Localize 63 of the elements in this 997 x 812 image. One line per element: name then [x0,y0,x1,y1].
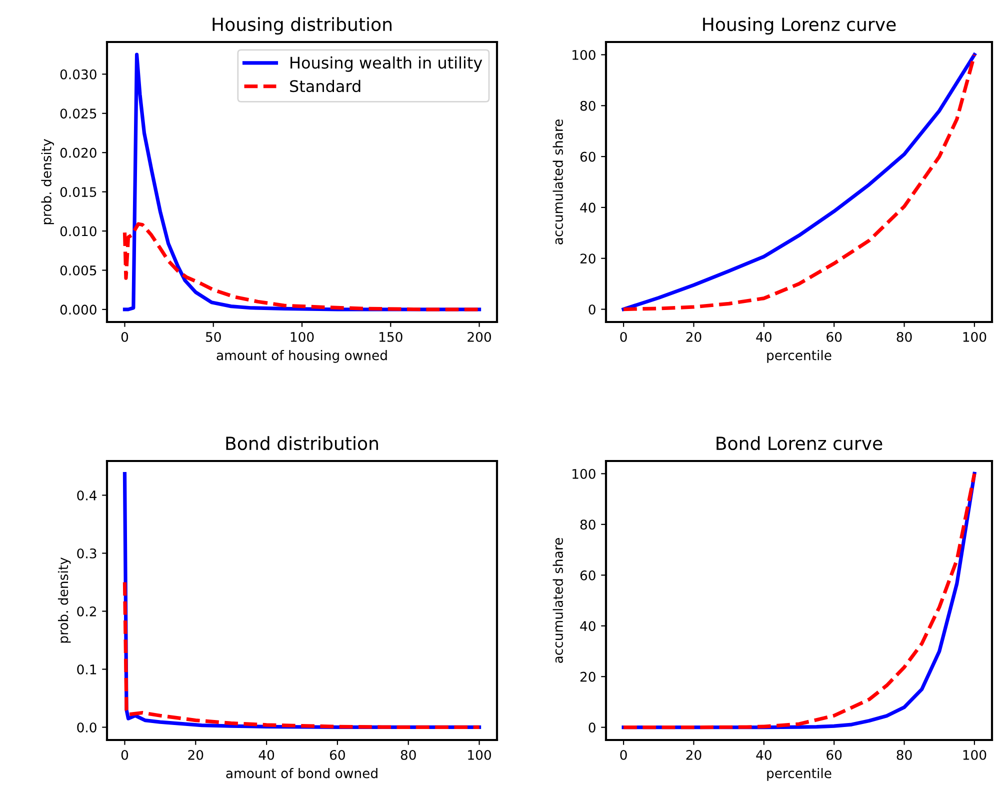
x-tick-label: 0 [121,332,128,342]
x-tick-label: 150 [379,332,402,342]
y-tick-label: 0 [588,722,596,733]
y-tick-label: 20 [580,254,596,264]
x-axis-title: percentile [767,768,832,781]
x-tick-label: 20 [686,750,702,760]
y-tick-label: 0.025 [60,108,96,119]
y-tick-label: 40 [580,202,596,213]
x-tick-label: 50 [206,332,221,342]
legend-label: Housing wealth in utility [290,56,482,72]
y-tick-label: 60 [580,152,596,162]
y-tick-label: 0.030 [60,69,96,80]
y-tick-label: 0.010 [60,226,96,236]
legend-label: Standard [290,80,360,92]
y-tick-label: 0.000 [60,304,96,315]
x-tick-label: 100 [468,750,491,760]
chart-title: Bond distribution [226,436,378,450]
y-tick-label: 60 [580,570,596,580]
x-tick-label: 100 [290,332,314,342]
x-tick-label: 100 [963,332,986,342]
y-tick-label: 80 [580,520,596,530]
y-tick-label: 100 [572,50,596,60]
y-tick-label: 80 [580,100,596,111]
y-axis-title: accumulated share [552,120,563,244]
x-tick-label: 80 [400,750,416,760]
x-tick-label: 0 [620,332,627,342]
y-tick-label: 0.3 [77,548,96,558]
y-axis-title: prob. density [58,558,71,643]
y-tick-label: 100 [572,468,596,479]
y-tick-label: 0.0 [77,722,96,732]
y-axis-title: accumulated share [552,538,563,663]
x-tick-label: 40 [258,750,274,760]
x-tick-label: 0 [620,750,627,760]
x-tick-label: 20 [188,750,204,760]
x-tick-label: 200 [468,332,491,342]
y-tick-label: 40 [580,621,596,632]
chart-title: Housing Lorenz curve [703,17,896,35]
y-tick-label: 0.4 [77,490,97,500]
y-tick-label: 20 [580,672,596,682]
x-axis-title: percentile [767,350,832,363]
x-tick-label: 60 [330,750,345,760]
y-tick-label: 0.005 [60,265,96,276]
line-series [622,52,976,312]
y-tick-label: 0.1 [77,664,96,674]
y-tick-label: 0.2 [77,606,96,616]
line-series [122,580,482,730]
y-tick-label: 0.020 [60,148,96,158]
y-tick-label: 0.015 [60,187,96,198]
x-tick-label: 0 [121,750,128,760]
x-tick-label: 60 [826,332,842,342]
x-tick-label: 80 [896,332,912,342]
x-tick-label: 60 [826,750,842,760]
x-axis-title: amount of housing owned [216,350,387,363]
x-axis-title: amount of bond owned [226,768,378,778]
x-tick-label: 40 [756,750,772,760]
x-tick-label: 20 [686,332,702,342]
x-tick-label: 100 [963,750,986,760]
x-tick-label: 80 [896,750,912,760]
x-tick-label: 40 [756,332,772,342]
chart-title: Bond Lorenz curve [716,436,882,450]
y-axis-title: prob. density [41,139,54,224]
chart-title: Housing distribution [212,17,392,35]
y-tick-label: 0 [588,304,596,314]
